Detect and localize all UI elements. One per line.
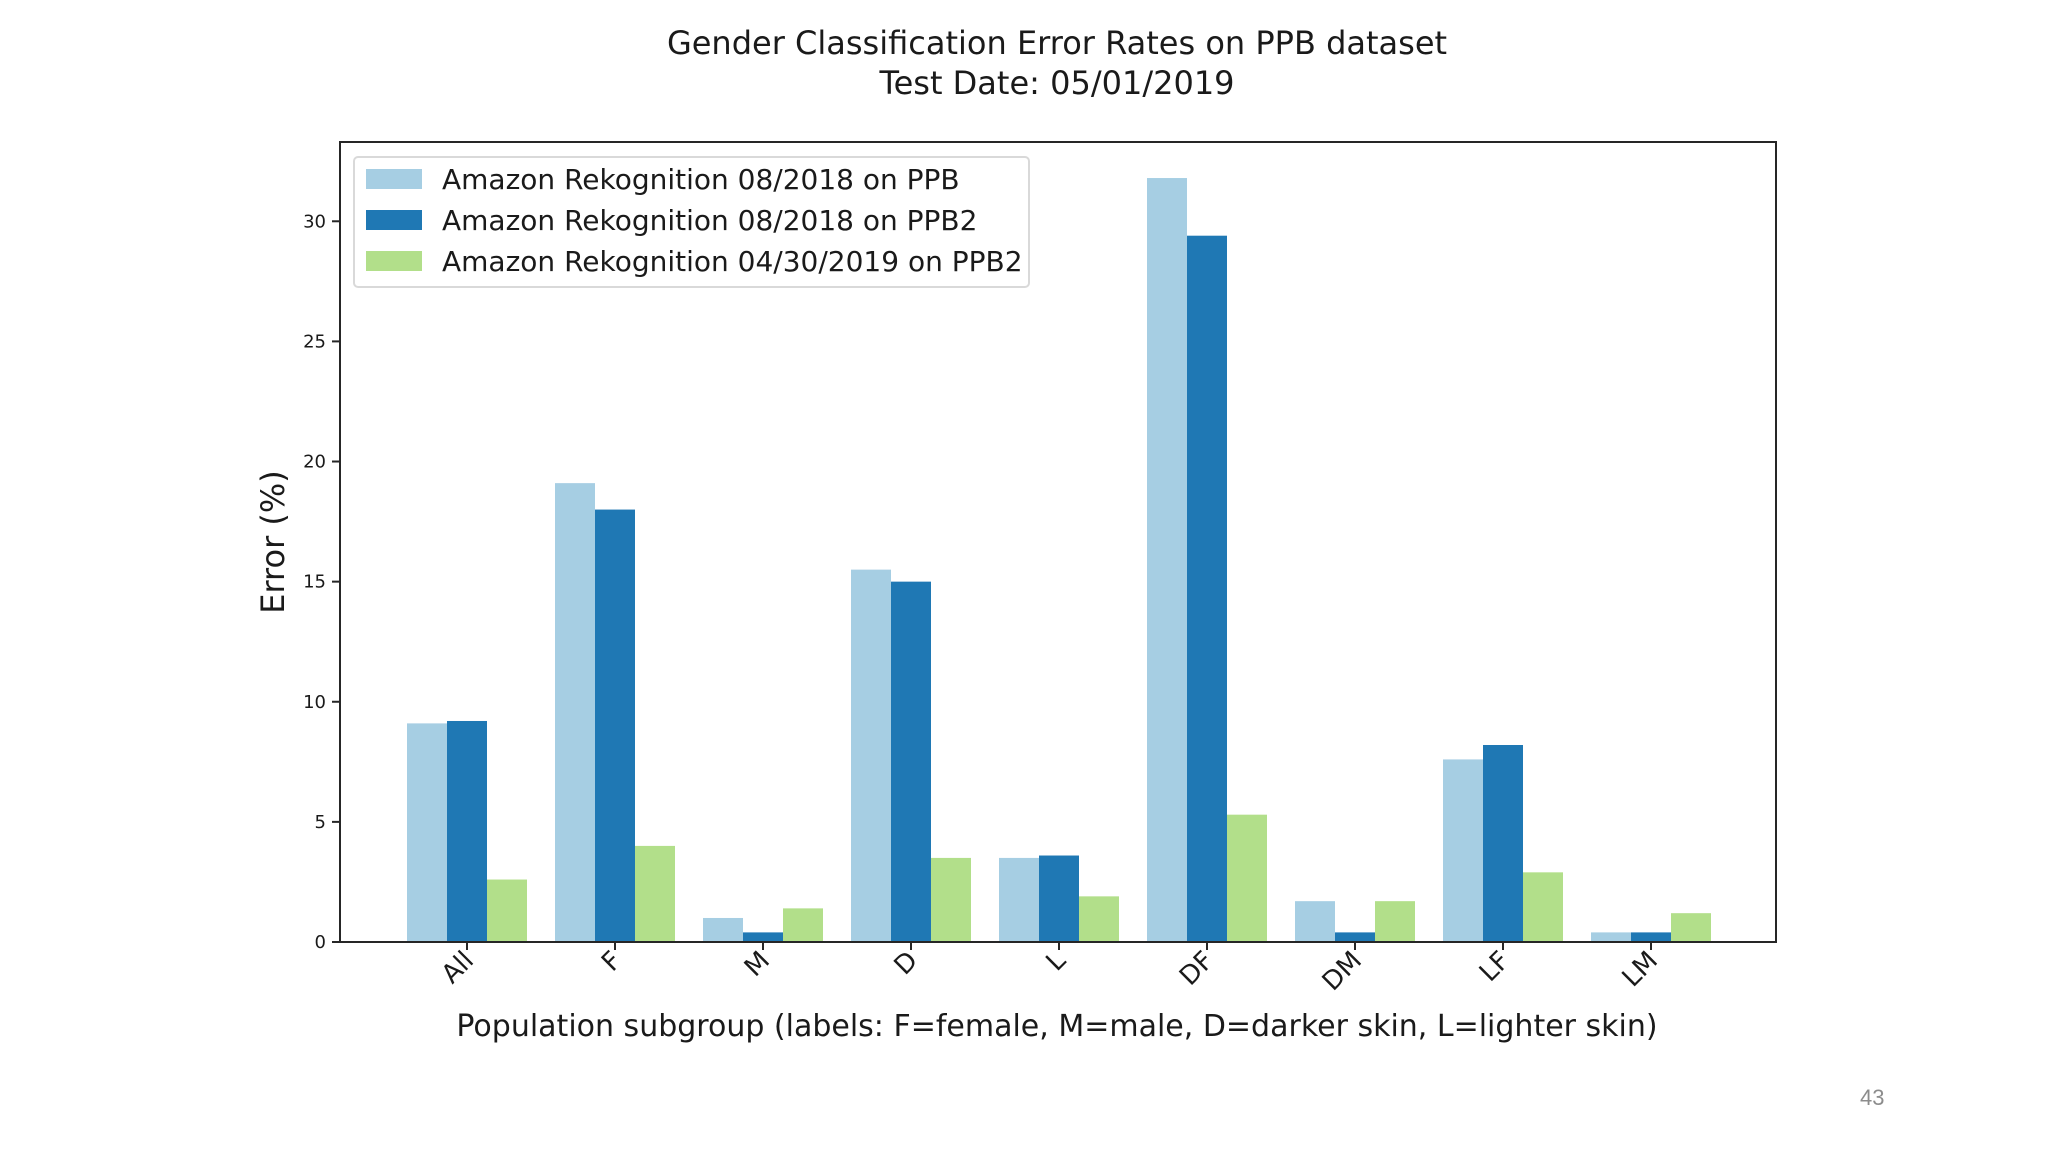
legend-label-2: Amazon Rekognition 08/2018 on PPB2	[442, 204, 977, 237]
bar-lf-series-3	[1523, 872, 1563, 942]
bar-df-series-2	[1187, 235, 1227, 942]
y-tick-label: 5	[315, 812, 326, 833]
bar-f-series-3	[635, 845, 675, 942]
x-tick-label-m: M	[739, 946, 776, 983]
y-tick-label: 20	[303, 452, 326, 473]
x-axis-label: Population subgroup (labels: F=female, M…	[456, 1009, 1657, 1044]
legend-swatch-3	[366, 251, 422, 271]
bar-all-series-2	[447, 720, 487, 942]
x-tick-label-all: All	[436, 946, 480, 990]
bar-lf-series-2	[1483, 745, 1523, 942]
chart-subtitle: Test Date: 05/01/2019	[878, 64, 1234, 102]
x-tick-label-dm: DM	[1317, 946, 1368, 997]
x-tick-label-lf: LF	[1474, 946, 1516, 988]
x-tick-label-d: D	[889, 946, 924, 981]
bars-group	[407, 178, 1711, 943]
y-tick-label: 15	[303, 572, 326, 593]
bar-lm-series-2	[1631, 932, 1671, 942]
legend-label-3: Amazon Rekognition 04/30/2019 on PPB2	[442, 245, 1023, 278]
bar-dm-series-2	[1335, 932, 1375, 942]
bar-dm-series-3	[1375, 901, 1415, 942]
bar-df-series-1	[1147, 178, 1187, 943]
y-axis-label: Error (%)	[254, 470, 292, 614]
bar-m-series-1	[703, 917, 743, 942]
x-tick-label-l: L	[1040, 945, 1072, 977]
bar-f-series-2	[595, 509, 635, 942]
bar-m-series-2	[743, 932, 783, 942]
legend-label-1: Amazon Rekognition 08/2018 on PPB	[442, 163, 960, 196]
bar-f-series-1	[555, 483, 595, 942]
slide-page-number: 43	[1860, 1085, 1885, 1110]
bar-l-series-1	[999, 857, 1039, 942]
legend-swatch-1	[366, 169, 422, 189]
bar-l-series-3	[1079, 896, 1119, 942]
x-axis: All F M D L DF DM LF LM	[436, 942, 1664, 997]
bar-d-series-1	[851, 569, 891, 942]
bar-dm-series-1	[1295, 901, 1335, 942]
bar-df-series-3	[1227, 814, 1267, 942]
x-tick-label-lm: LM	[1617, 946, 1664, 993]
bar-m-series-3	[783, 908, 823, 942]
bar-all-series-1	[407, 723, 447, 942]
bar-lm-series-1	[1591, 932, 1631, 942]
chart-title: Gender Classification Error Rates on PPB…	[667, 24, 1447, 62]
bar-lf-series-1	[1443, 759, 1483, 942]
x-tick-label-f: F	[596, 946, 628, 978]
bar-d-series-2	[891, 581, 931, 942]
legend-box	[353, 156, 1030, 288]
legend: Amazon Rekognition 08/2018 on PPB Amazon …	[353, 156, 1030, 288]
plot-frame	[339, 141, 1777, 943]
y-tick-label: 30	[303, 211, 326, 232]
y-tick-label: 0	[315, 932, 326, 953]
y-tick-label: 10	[303, 692, 326, 713]
y-axis: 0 5 10 15 20 25 30	[303, 211, 340, 953]
y-tick-label: 25	[303, 331, 326, 352]
bar-all-series-3	[487, 879, 527, 942]
bar-lm-series-3	[1671, 913, 1711, 942]
bar-l-series-2	[1039, 855, 1079, 942]
bar-d-series-3	[931, 857, 971, 942]
legend-swatch-2	[366, 210, 422, 230]
x-tick-label-df: DF	[1174, 946, 1220, 992]
